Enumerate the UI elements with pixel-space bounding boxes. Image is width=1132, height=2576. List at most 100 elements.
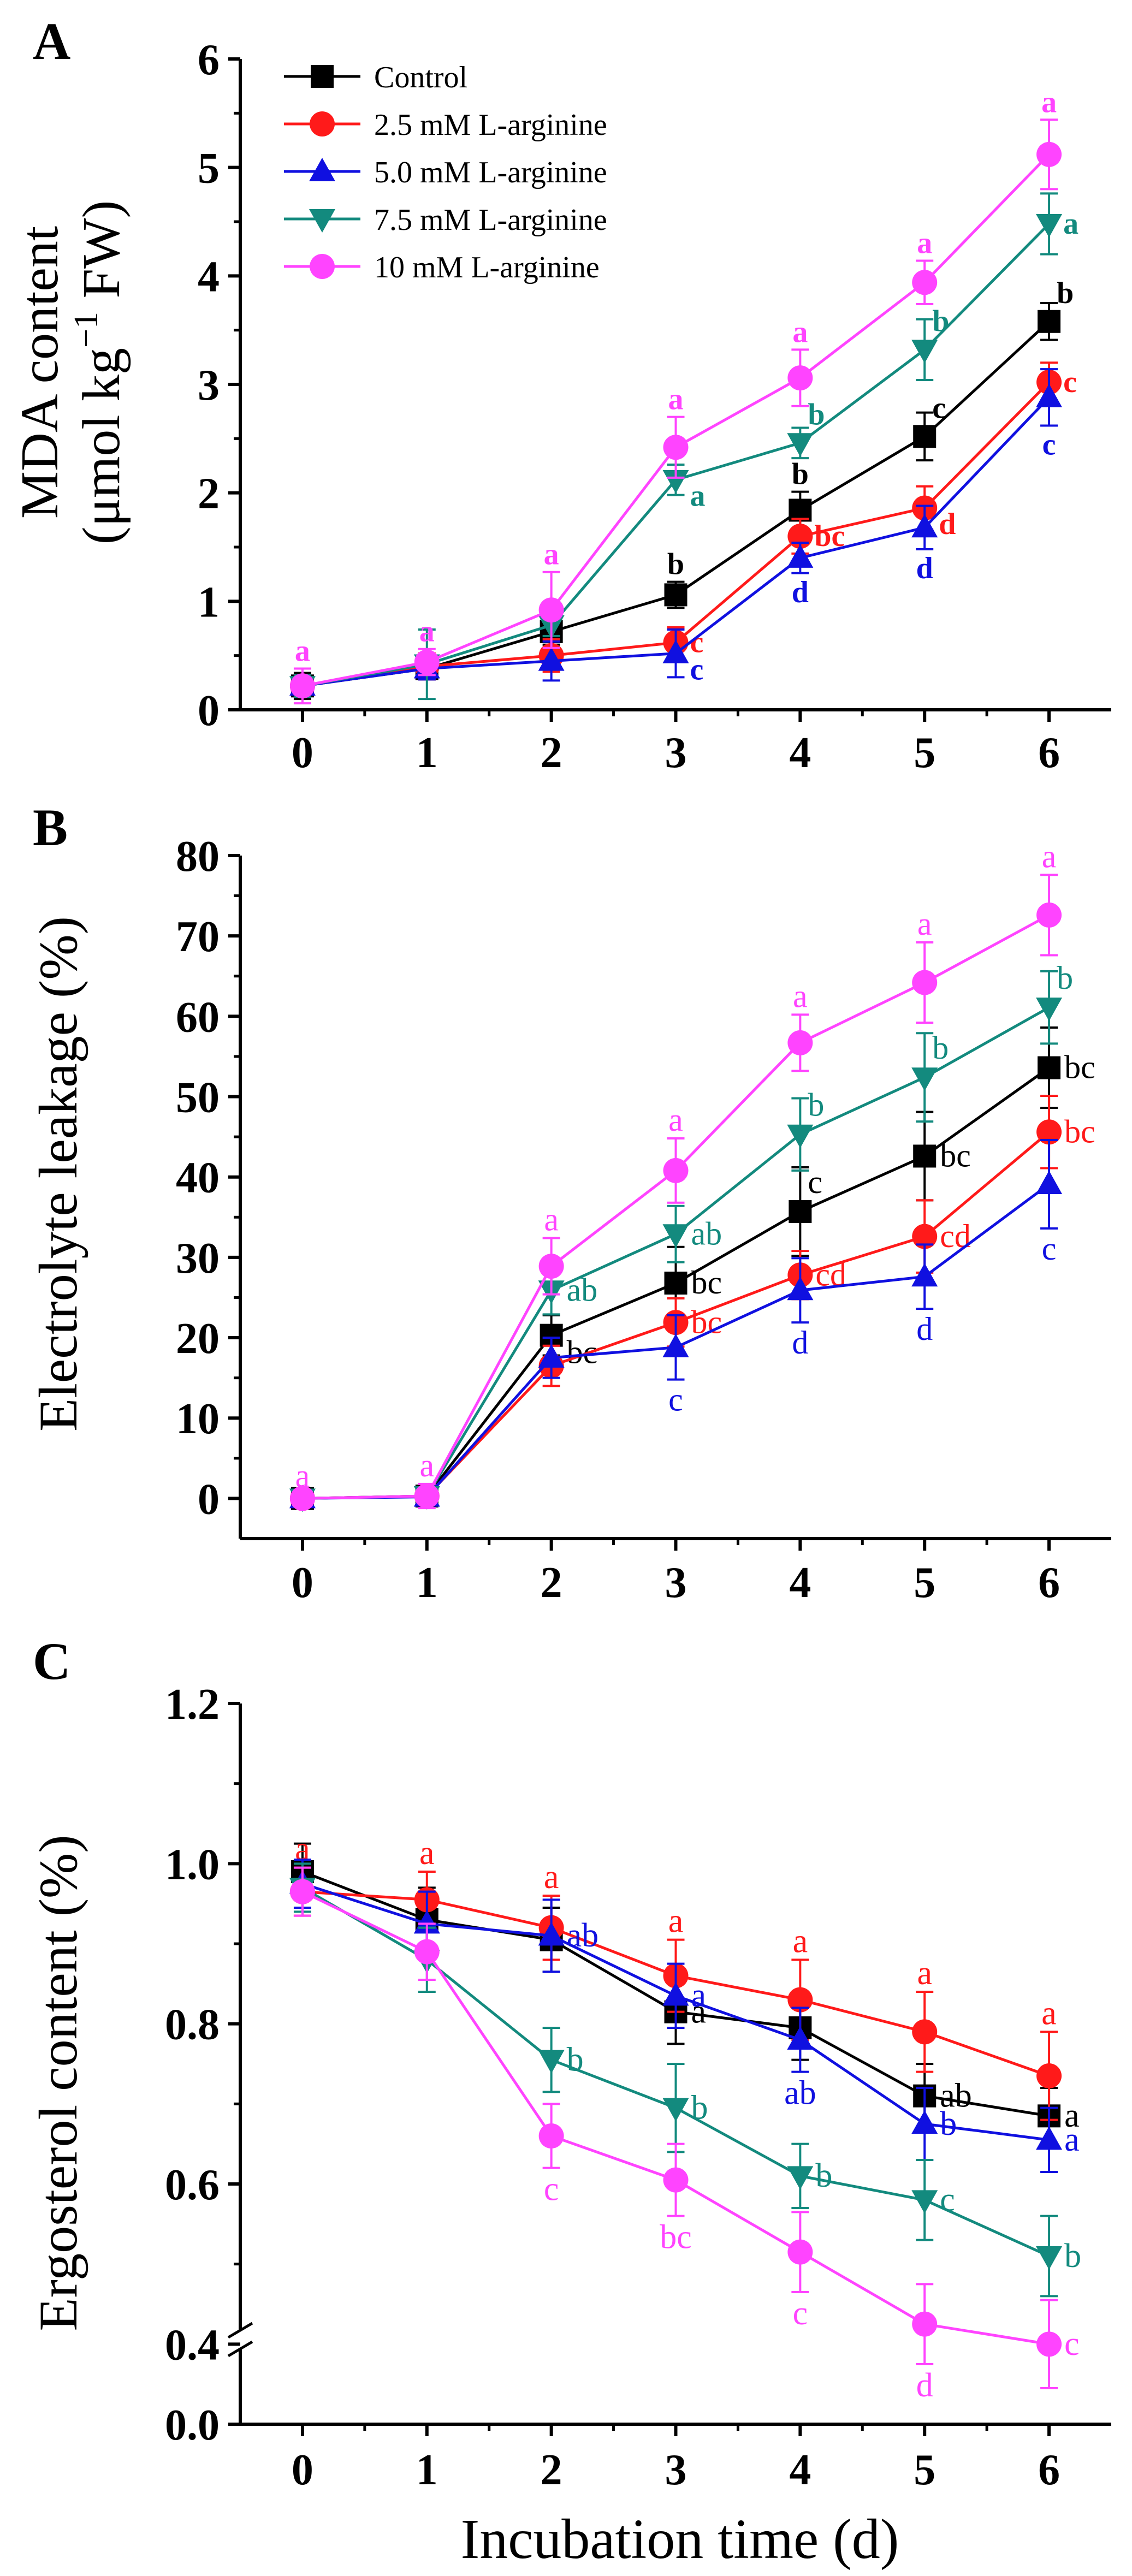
legend-marker-2-5-mm-l-arginine [310, 111, 335, 136]
c2-point-2-5-mm-l-arginine-4 [787, 1987, 813, 2013]
c1-point-7-5-mm-l-arginine-5 [911, 1067, 938, 1091]
c2-axis-break-mark-1 [227, 2322, 253, 2339]
legend-label-2-5-mm-l-arginine: 2.5 mM L-arginine [374, 108, 607, 142]
c2-point-5-0-mm-l-arginine-2 [538, 1922, 565, 1946]
y-axis-title-a-prefix: (μmol kg [72, 348, 131, 544]
c0-x-tick-label-2: 2 [541, 729, 562, 777]
legend-marker-5-0-mm-l-arginine [309, 158, 335, 181]
c1-point-2-5-mm-l-arginine-5 [912, 1224, 938, 1249]
c0-sig-label-2-5-mm-l-arginine-5: d [939, 507, 956, 541]
c1-point-5-0-mm-l-arginine-3 [662, 1333, 689, 1357]
c2-sig-label-5-0-mm-l-arginine-2: ab [567, 1917, 599, 1954]
c1-sig-label-control-4: c [808, 1164, 822, 1200]
c2-point-7-5-mm-l-arginine-4 [787, 2166, 814, 2190]
c0-x-tick-label-1: 1 [416, 729, 438, 777]
c2-sig-label-2-5-mm-l-arginine-1: a [419, 1835, 435, 1872]
c0-point-5-0-mm-l-arginine-5 [911, 514, 938, 538]
c2-sig-label-10-mm-l-arginine-4: c [793, 2295, 808, 2332]
c2-sig-label-7-5-mm-l-arginine-3: b [691, 2090, 708, 2127]
c1-series-10-mm-l-arginine [289, 874, 1062, 1511]
c1-x-tick-label-6: 6 [1038, 1559, 1060, 1607]
c1-x-tick-label-0: 0 [292, 1559, 313, 1607]
c0-point-7-5-mm-l-arginine-5 [911, 340, 938, 364]
c2-y-tick-label-1: 0.6 [165, 2161, 220, 2209]
c2-y-tick-label-4: 1.2 [165, 1681, 220, 1729]
c1-point-5-0-mm-l-arginine-6 [1036, 1170, 1063, 1194]
c2-point-7-5-mm-l-arginine-5 [911, 2190, 938, 2214]
c0-x-tick-label-3: 3 [665, 729, 687, 777]
c1-point-control-5 [913, 1144, 937, 1168]
legend-label-5-0-mm-l-arginine: 5.0 mM L-arginine [374, 156, 607, 189]
c1-sig-label-5-0-mm-l-arginine-3: c [668, 1382, 683, 1418]
panel-label-b: B [33, 798, 68, 857]
c2-point-10-mm-l-arginine-6 [1036, 2331, 1062, 2357]
c1-sig-label-10-mm-l-arginine-2: a [544, 1202, 559, 1238]
c2-sig-label-10-mm-l-arginine-3: bc [660, 2219, 692, 2256]
c1-point-5-0-mm-l-arginine-4 [787, 1277, 814, 1301]
c0-sig-label-10-mm-l-arginine-3: a [668, 383, 684, 417]
x-axis-title: Incubation time (d) [461, 2508, 899, 2571]
c1-point-7-5-mm-l-arginine-6 [1036, 998, 1063, 1022]
c1-sig-label-5-0-mm-l-arginine-6: c [1042, 1231, 1057, 1267]
c2-sig-label-control-6: a [1064, 2097, 1080, 2134]
c0-sig-label-control-3: b [667, 548, 684, 581]
c0-point-10-mm-l-arginine-0 [289, 673, 315, 699]
c0-sig-label-2-5-mm-l-arginine-6: c [1063, 365, 1077, 399]
legend-marker-10-mm-l-arginine [310, 254, 335, 279]
c1-x-tick-label-3: 3 [665, 1559, 687, 1607]
c1-y-tick-label-1: 10 [176, 1395, 220, 1443]
c0-point-10-mm-l-arginine-5 [912, 270, 938, 295]
c1-point-control-3 [664, 1271, 688, 1295]
c0-point-10-mm-l-arginine-6 [1036, 141, 1062, 167]
c1-y-tick-label-2: 20 [176, 1315, 220, 1363]
c0-y-tick-label-3: 3 [198, 361, 220, 409]
c1-sig-label-control-3: bc [691, 1265, 722, 1301]
c1-y-tick-label-5: 50 [176, 1074, 220, 1122]
c0-point-10-mm-l-arginine-1 [414, 649, 440, 675]
c2-sig-label-control-5: ab [940, 2078, 972, 2115]
c2-point-7-5-mm-l-arginine-6 [1036, 2246, 1063, 2270]
c2-sig-label-7-5-mm-l-arginine-5: c [940, 2181, 955, 2218]
c0-sig-label-10-mm-l-arginine-0: a [295, 634, 310, 668]
y-axis-title-a-line2: (μmol kg−1 FW) [68, 200, 131, 544]
c1-point-10-mm-l-arginine-0 [289, 1486, 315, 1511]
y-axis-title-a-suffix: FW) [72, 200, 131, 312]
c0-x-tick-label-5: 5 [914, 729, 935, 777]
c1-point-2-5-mm-l-arginine-6 [1036, 1119, 1062, 1145]
c0-x-tick-label-4: 4 [789, 729, 811, 777]
c2-sig-label-10-mm-l-arginine-6: c [1064, 2325, 1080, 2363]
c1-point-10-mm-l-arginine-1 [414, 1483, 440, 1509]
c0-point-control-3 [664, 583, 688, 607]
c1-sig-label-10-mm-l-arginine-4: a [793, 978, 808, 1014]
c2-x-tick-label-4: 4 [789, 2446, 811, 2494]
c1-y-tick-label-4: 40 [176, 1154, 220, 1202]
c2-x-tick-label-5: 5 [914, 2446, 935, 2494]
c2-x-tick-label-0: 0 [292, 2446, 313, 2494]
c1-sig-label-control-5: bc [940, 1138, 971, 1174]
c0-sig-label-7-5-mm-l-arginine-5: b [932, 304, 949, 338]
c1-point-5-0-mm-l-arginine-5 [911, 1263, 938, 1287]
c0-point-control-5 [913, 425, 937, 448]
c1-x-tick-label-4: 4 [789, 1559, 811, 1607]
c0-y-tick-label-5: 5 [198, 145, 220, 193]
c0-point-5-0-mm-l-arginine-3 [662, 639, 689, 663]
c2-y-tick-label-3: 1.0 [165, 1841, 220, 1889]
c1-x-tick-label-5: 5 [914, 1559, 935, 1607]
c2-series-10-mm-l-arginine [289, 1866, 1062, 2389]
c2-point-10-mm-l-arginine-4 [787, 2239, 813, 2265]
c2-y-tick-label-0: 0.4 [165, 2321, 220, 2369]
c0-sig-label-7-5-mm-l-arginine-6: a [1063, 207, 1078, 241]
c2-sig-label-control-3: a [691, 1993, 707, 2031]
c2-point-10-mm-l-arginine-3 [663, 2167, 689, 2193]
c1-sig-label-7-5-mm-l-arginine-3: ab [691, 1215, 722, 1251]
c1-y-tick-label-3: 30 [176, 1234, 220, 1283]
c0-sig-label-10-mm-l-arginine-4: a [792, 315, 808, 349]
legend-label-7-5-mm-l-arginine: 7.5 mM L-arginine [374, 203, 607, 237]
c2-sig-label-5-0-mm-l-arginine-5: b [940, 2105, 957, 2142]
c0-point-5-0-mm-l-arginine-2 [538, 647, 565, 671]
c2-sig-label-10-mm-l-arginine-2: c [544, 2171, 559, 2208]
y-axis-title-c: Ergosterol content (%) [28, 1835, 88, 2331]
c2-sig-label-2-5-mm-l-arginine-4: a [793, 1922, 808, 1960]
